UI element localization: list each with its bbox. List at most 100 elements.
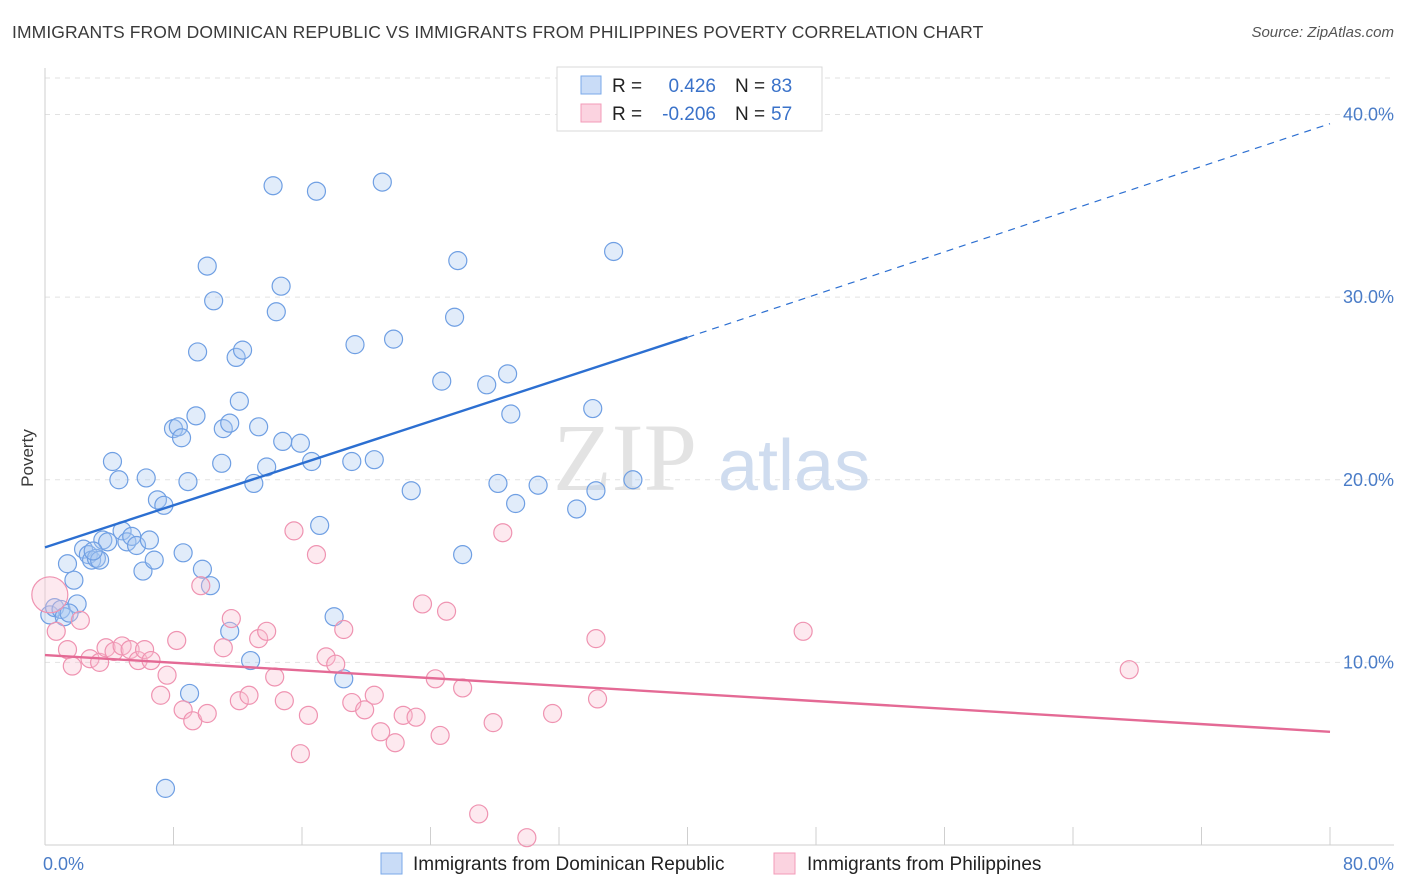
data-point xyxy=(59,603,79,623)
legend-r-value-pink: -0.206 xyxy=(662,104,716,125)
data-point xyxy=(266,302,286,322)
data-point xyxy=(139,530,160,550)
data-point xyxy=(98,532,118,552)
trend-lines xyxy=(44,123,1331,733)
data-point xyxy=(298,705,319,725)
data-point xyxy=(168,417,188,437)
data-point xyxy=(501,404,521,424)
data-point xyxy=(430,725,450,746)
data-point xyxy=(290,433,310,453)
data-point xyxy=(197,256,217,276)
series-dominican-points xyxy=(40,172,643,798)
legend-r-value-blue: 0.426 xyxy=(668,76,716,97)
grid-lines xyxy=(45,77,1394,663)
data-point xyxy=(31,576,69,614)
data-point xyxy=(265,667,285,687)
data-point xyxy=(324,607,344,627)
data-point xyxy=(371,722,391,742)
data-point xyxy=(83,541,103,561)
data-point xyxy=(1119,660,1139,680)
data-point xyxy=(229,391,249,411)
legend-n-value-blue: 83 xyxy=(771,76,792,97)
data-point xyxy=(469,804,489,824)
data-point xyxy=(517,828,537,848)
data-point xyxy=(493,523,513,543)
legend-r-label-blue: R = xyxy=(612,76,642,97)
data-point xyxy=(385,733,405,753)
data-point xyxy=(244,473,264,494)
data-point xyxy=(249,629,269,649)
legend-n-label-pink: N = xyxy=(735,104,765,125)
data-point xyxy=(109,470,129,490)
data-point xyxy=(355,700,375,720)
data-point xyxy=(191,576,211,596)
data-point xyxy=(586,481,606,501)
data-point xyxy=(173,543,193,563)
data-point xyxy=(197,703,217,724)
data-point xyxy=(221,608,241,629)
data-point xyxy=(232,340,253,360)
data-point xyxy=(432,371,452,391)
trend-line-dominican-extension xyxy=(687,123,1331,338)
series-legend: Immigrants from Dominican Republic Immig… xyxy=(380,852,1041,875)
data-point xyxy=(383,329,404,349)
watermark-atlas: atlas xyxy=(718,426,870,506)
data-point xyxy=(241,650,261,671)
data-point xyxy=(302,451,322,472)
data-point xyxy=(274,691,294,711)
data-point xyxy=(477,375,497,395)
data-point xyxy=(226,347,246,368)
y-tick-label: 30.0% xyxy=(1343,287,1394,307)
series-legend-label-pink: Immigrants from Philippines xyxy=(807,854,1041,875)
data-point xyxy=(448,251,468,271)
data-point xyxy=(401,481,421,501)
data-point xyxy=(192,559,213,579)
axes xyxy=(44,68,1394,846)
data-point xyxy=(200,576,221,596)
data-point xyxy=(179,683,200,704)
data-point xyxy=(604,241,624,262)
chart-source: Source: ZipAtlas.com xyxy=(1251,24,1394,41)
data-point xyxy=(306,545,327,565)
y-axis-label: Poverty xyxy=(18,429,37,487)
trend-line-dominican xyxy=(44,336,688,549)
data-point xyxy=(178,471,198,492)
legend-swatch-blue xyxy=(580,75,602,95)
data-point xyxy=(273,431,293,452)
data-point xyxy=(173,700,193,720)
data-point xyxy=(187,342,208,362)
data-point xyxy=(334,619,354,640)
data-point xyxy=(453,678,473,698)
data-point xyxy=(62,656,82,676)
data-point xyxy=(306,181,327,201)
y-tick-labels: 10.0% 20.0% 30.0% 40.0% xyxy=(1343,105,1394,673)
data-point xyxy=(506,493,526,514)
y-tick-label: 40.0% xyxy=(1343,105,1394,125)
data-point xyxy=(284,521,304,541)
watermark-zip: ZIP xyxy=(553,404,697,511)
data-point xyxy=(310,515,330,536)
data-point xyxy=(364,685,384,705)
series-legend-label-blue: Immigrants from Dominican Republic xyxy=(413,854,725,875)
data-point xyxy=(567,499,587,519)
data-point xyxy=(167,630,187,651)
data-point xyxy=(444,307,465,327)
series-philippines-points xyxy=(31,521,1139,848)
series-legend-swatch-pink xyxy=(773,852,796,875)
data-point xyxy=(406,707,426,727)
data-point xyxy=(583,398,603,419)
data-point xyxy=(326,654,346,674)
data-point xyxy=(57,554,78,574)
series-legend-swatch-blue xyxy=(380,852,403,875)
data-point xyxy=(102,451,123,472)
data-point xyxy=(144,550,164,570)
data-point xyxy=(249,417,269,437)
data-point xyxy=(453,545,473,565)
legend-swatch-pink xyxy=(580,103,602,123)
data-point xyxy=(345,335,365,355)
data-point xyxy=(586,629,606,649)
data-point xyxy=(120,639,140,660)
data-point xyxy=(623,470,643,490)
x-tick-label-left: 0.0% xyxy=(43,854,84,874)
data-point xyxy=(316,647,336,667)
